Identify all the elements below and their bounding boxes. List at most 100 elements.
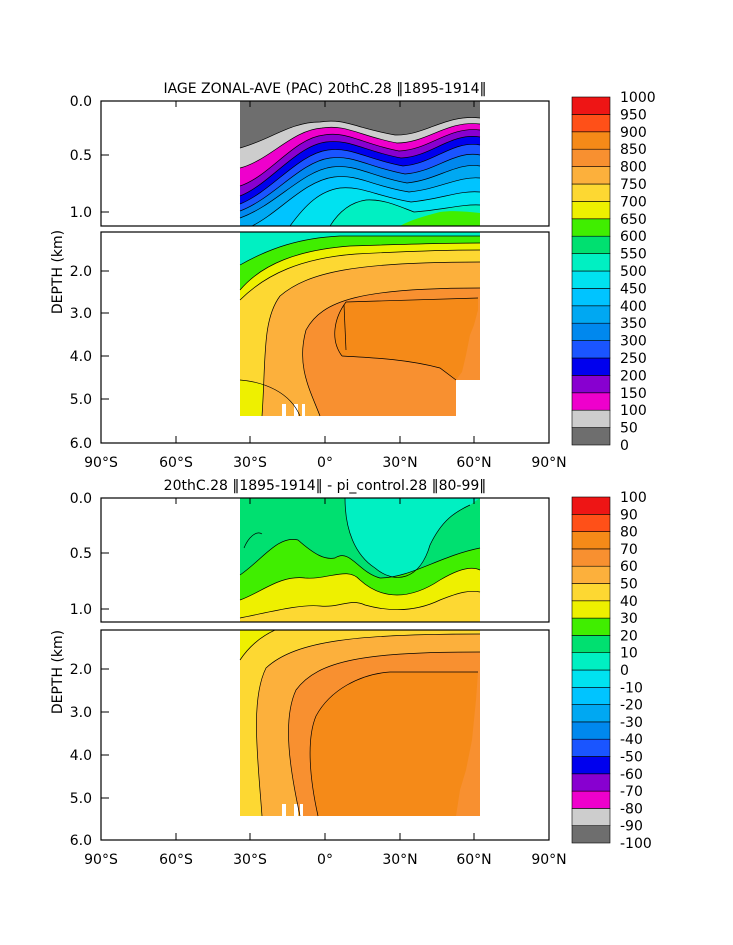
colorbar-2-label-16: 60 (620, 559, 638, 575)
chart-2-ytick-6: 5.0 (70, 791, 92, 807)
chart-2-xtick-3: 0° (317, 852, 333, 868)
chart-2-upper-contours (239, 498, 481, 619)
colorbar-2-swatch-5 (571, 738, 611, 757)
chart-2-ytick-1: 0.5 (70, 546, 92, 562)
colorbar-1-label-14: 700 (620, 194, 647, 210)
colorbar-2-label-10: 0 (620, 663, 629, 679)
colorbar-2-swatch-8 (571, 686, 611, 705)
chart-1-lower-field (239, 232, 490, 422)
colorbar-2-label-14: 40 (620, 594, 638, 610)
chart-2-axis-ticks (100, 497, 550, 840)
colorbar-2-label-3: -70 (620, 784, 643, 800)
colorbar-1-label-12: 600 (620, 229, 647, 245)
colorbar-1-label-5: 250 (620, 351, 647, 367)
colorbar-2-label-2: -80 (620, 801, 643, 817)
chart-2-colorbar-labels: -100-90-80-70-60-50-40-30-20-10010203040… (620, 490, 652, 852)
chart-1-xtick-4: 30°N (382, 455, 417, 471)
colorbar-2-label-11: 10 (620, 646, 638, 662)
colorbar-1-swatch-7 (571, 305, 611, 324)
colorbar-2-swatch-9 (571, 669, 611, 688)
colorbar-2-swatch-10 (571, 652, 611, 671)
chart-1-ytick-2: 1.0 (70, 205, 92, 221)
chart-1-xtick-1: 60°S (159, 455, 193, 471)
chart-1-ytick-1: 0.5 (70, 148, 92, 164)
colorbar-1-label-9: 450 (620, 281, 647, 297)
chart-1-mask-1 (282, 404, 286, 416)
colorbar-1-label-13: 650 (620, 212, 647, 228)
chart-1-xtick-0: 90°S (84, 455, 118, 471)
chart-2-ytick-3: 2.0 (70, 662, 92, 678)
colorbar-1-label-18: 900 (620, 125, 647, 141)
colorbar-1-label-7: 350 (620, 316, 647, 332)
colorbar-1-swatch-5 (571, 340, 611, 359)
chart-1-xtick-5: 60°N (456, 455, 491, 471)
colorbar-2-swatch-3 (571, 773, 611, 792)
colorbar-1-swatch-0 (571, 427, 611, 446)
colorbar-2-label-13: 30 (620, 611, 638, 627)
chart-2-band-cyan (345, 498, 480, 578)
colorbar-1-label-15: 750 (620, 177, 647, 193)
chart-2-white-right (480, 498, 490, 622)
colorbar-2-label-19: 90 (620, 507, 638, 523)
colorbar-2-label-20: 100 (620, 490, 647, 506)
colorbar-1-label-19: 950 (620, 107, 647, 123)
chart-2-white-right (480, 630, 490, 820)
colorbar-1-swatch-11 (571, 235, 611, 254)
colorbar-1-label-0: 0 (620, 438, 629, 454)
colorbar-2-label-12: 20 (620, 628, 638, 644)
colorbar-1-swatch-13 (571, 201, 611, 220)
colorbar-1-label-16: 800 (620, 160, 647, 176)
colorbar-2-swatch-19 (571, 496, 611, 515)
chart-2-band-yorange (240, 591, 480, 622)
colorbar-1-label-1: 50 (620, 421, 638, 437)
chart-2-ytick-0: 0.0 (70, 491, 92, 507)
colorbar-2-swatch-1 (571, 808, 611, 827)
chart-2-lower-field (239, 630, 490, 820)
colorbar-1-label-2: 100 (620, 403, 647, 419)
chart-2-ytick-4: 3.0 (70, 705, 92, 721)
colorbar-1-swatch-14 (571, 183, 611, 202)
colorbar-1-label-11: 550 (620, 247, 647, 263)
colorbar-2-swatch-14 (571, 583, 611, 602)
colorbar-2-label-17: 70 (620, 542, 638, 558)
chart-1-lower-contours (239, 235, 481, 417)
chart-2-title: 20thC.28 ‖1895-1914‖ - pi_control.28 ‖80… (164, 478, 487, 494)
colorbar-2-swatch-15 (571, 565, 611, 584)
colorbar-2-label-9: -10 (620, 680, 643, 696)
chart-2-mask-2 (294, 804, 298, 816)
colorbar-1-swatch-10 (571, 253, 611, 272)
chart-1-white-right (480, 232, 490, 422)
chart-2-ytick-5: 4.0 (70, 748, 92, 764)
colorbar-2-swatch-12 (571, 617, 611, 636)
colorbar-1-swatch-12 (571, 218, 611, 237)
colorbar-2-swatch-6 (571, 721, 611, 740)
colorbar-1-label-17: 850 (620, 142, 647, 158)
chart-2-mask-3 (300, 804, 303, 816)
colorbar-1-swatch-17 (571, 131, 611, 150)
chart-1-ylabel: DEPTH (km) (50, 230, 66, 314)
chart-1-x-ticklabels: 90°S 60°S 30°S 0° 30°N 60°N 90°N (84, 455, 567, 471)
chart-1-ytick-5: 4.0 (70, 349, 92, 365)
chart-1-lower-band-g (334, 298, 478, 380)
colorbar-2-label-1: -90 (620, 819, 643, 835)
chart-2-mask-1 (282, 804, 286, 816)
chart-1-xtick-6: 90°N (531, 455, 566, 471)
colorbar-2-label-5: -50 (620, 750, 643, 766)
chart-1-axis-ticks (100, 100, 550, 443)
colorbar-1-swatch-8 (571, 288, 611, 307)
colorbar-1-label-3: 150 (620, 386, 647, 402)
colorbar-1-label-10: 500 (620, 264, 647, 280)
colorbar-1-label-8: 400 (620, 299, 647, 315)
chart-1-upper-field (239, 101, 481, 226)
chart-2: 20thC.28 ‖1895-1914‖ - pi_control.28 ‖80… (50, 478, 652, 868)
chart-1-ytick-4: 3.0 (70, 306, 92, 322)
chart-2-xtick-4: 30°N (382, 852, 417, 868)
chart-1-upper-contours (239, 117, 481, 226)
chart-2-ytick-7: 6.0 (70, 833, 92, 849)
colorbar-1-swatch-18 (571, 114, 611, 133)
colorbar-1-swatch-2 (571, 392, 611, 411)
colorbar-2-swatch-11 (571, 635, 611, 654)
chart-2-x-ticklabels: 90°S 60°S 30°S 0° 30°N 60°N 90°N (84, 852, 567, 868)
colorbar-1-swatch-9 (571, 270, 611, 289)
